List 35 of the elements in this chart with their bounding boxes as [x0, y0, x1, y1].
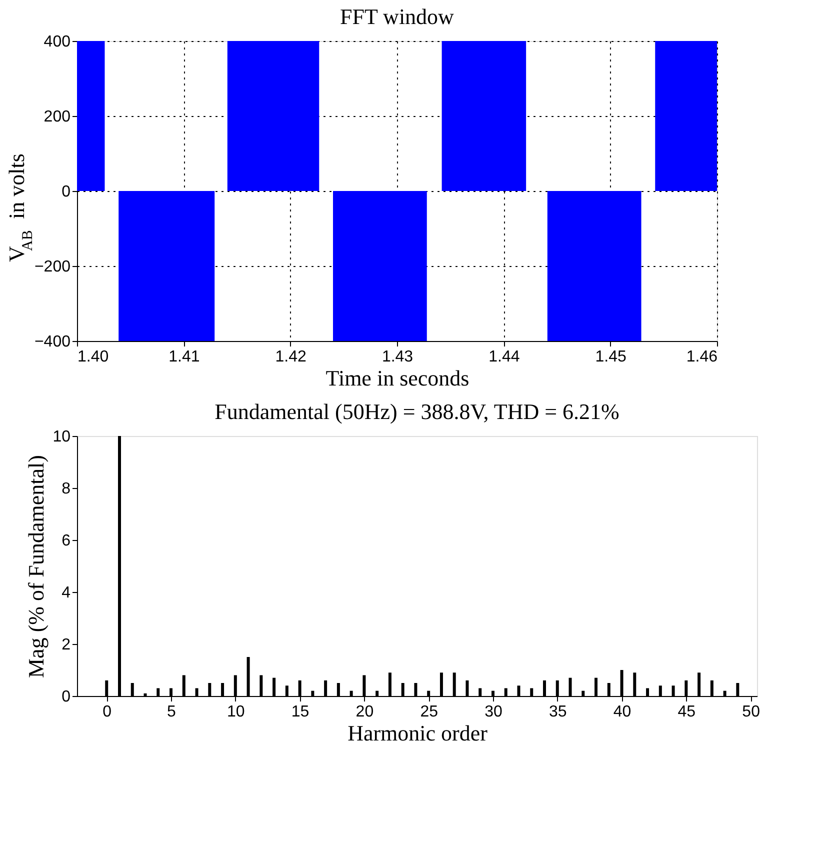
chart-title: FFT window	[340, 4, 454, 29]
x-tick-label: 30	[484, 704, 502, 720]
y-tick-label: 0	[62, 688, 71, 706]
x-tick-label: 15	[291, 704, 310, 720]
x-tick-label: 1.40	[78, 348, 109, 366]
x-tick-label: 45	[678, 704, 696, 720]
x-tick-label: 10	[227, 704, 245, 720]
y-tick-label: 400	[44, 34, 71, 50]
x-tick-label: 35	[548, 704, 567, 720]
chart-title: Fundamental (50Hz) = 388.8V, THD = 6.21%	[214, 399, 620, 424]
x-tick-label: 1.45	[595, 348, 627, 366]
x-tick-label: 0	[102, 704, 112, 720]
y-tick-label: 8	[62, 480, 71, 498]
x-tick-label: 50	[742, 704, 760, 720]
x-tick-label: 25	[420, 704, 438, 720]
x-tick-label: 5	[167, 704, 176, 720]
y-tick-label: 2	[62, 636, 71, 654]
x-tick-label: 40	[613, 704, 632, 720]
x-tick-label: 1.41	[168, 348, 200, 366]
y-axis-title: Mag (% of Fundamental)	[24, 455, 49, 678]
x-axis-title: Time in seconds	[326, 366, 470, 390]
y-tick-label: 200	[44, 108, 71, 126]
x-tick-label: 1.43	[382, 348, 414, 366]
y-tick-label: 6	[62, 532, 71, 550]
x-tick-label: 1.46	[686, 348, 718, 366]
y-tick-label: 0	[62, 184, 71, 200]
y-tick-label: 4	[62, 584, 71, 602]
y-axis-title: VAB in volts	[4, 154, 36, 262]
y-tick-label: 10	[52, 428, 71, 446]
y-tick-label: −400	[34, 334, 71, 350]
x-axis-title: Harmonic order	[348, 720, 488, 746]
y-tick-label: −200	[34, 258, 71, 276]
x-tick-label: 1.42	[275, 348, 307, 366]
x-tick-label: 20	[356, 704, 374, 720]
x-tick-label: 1.44	[488, 348, 520, 366]
